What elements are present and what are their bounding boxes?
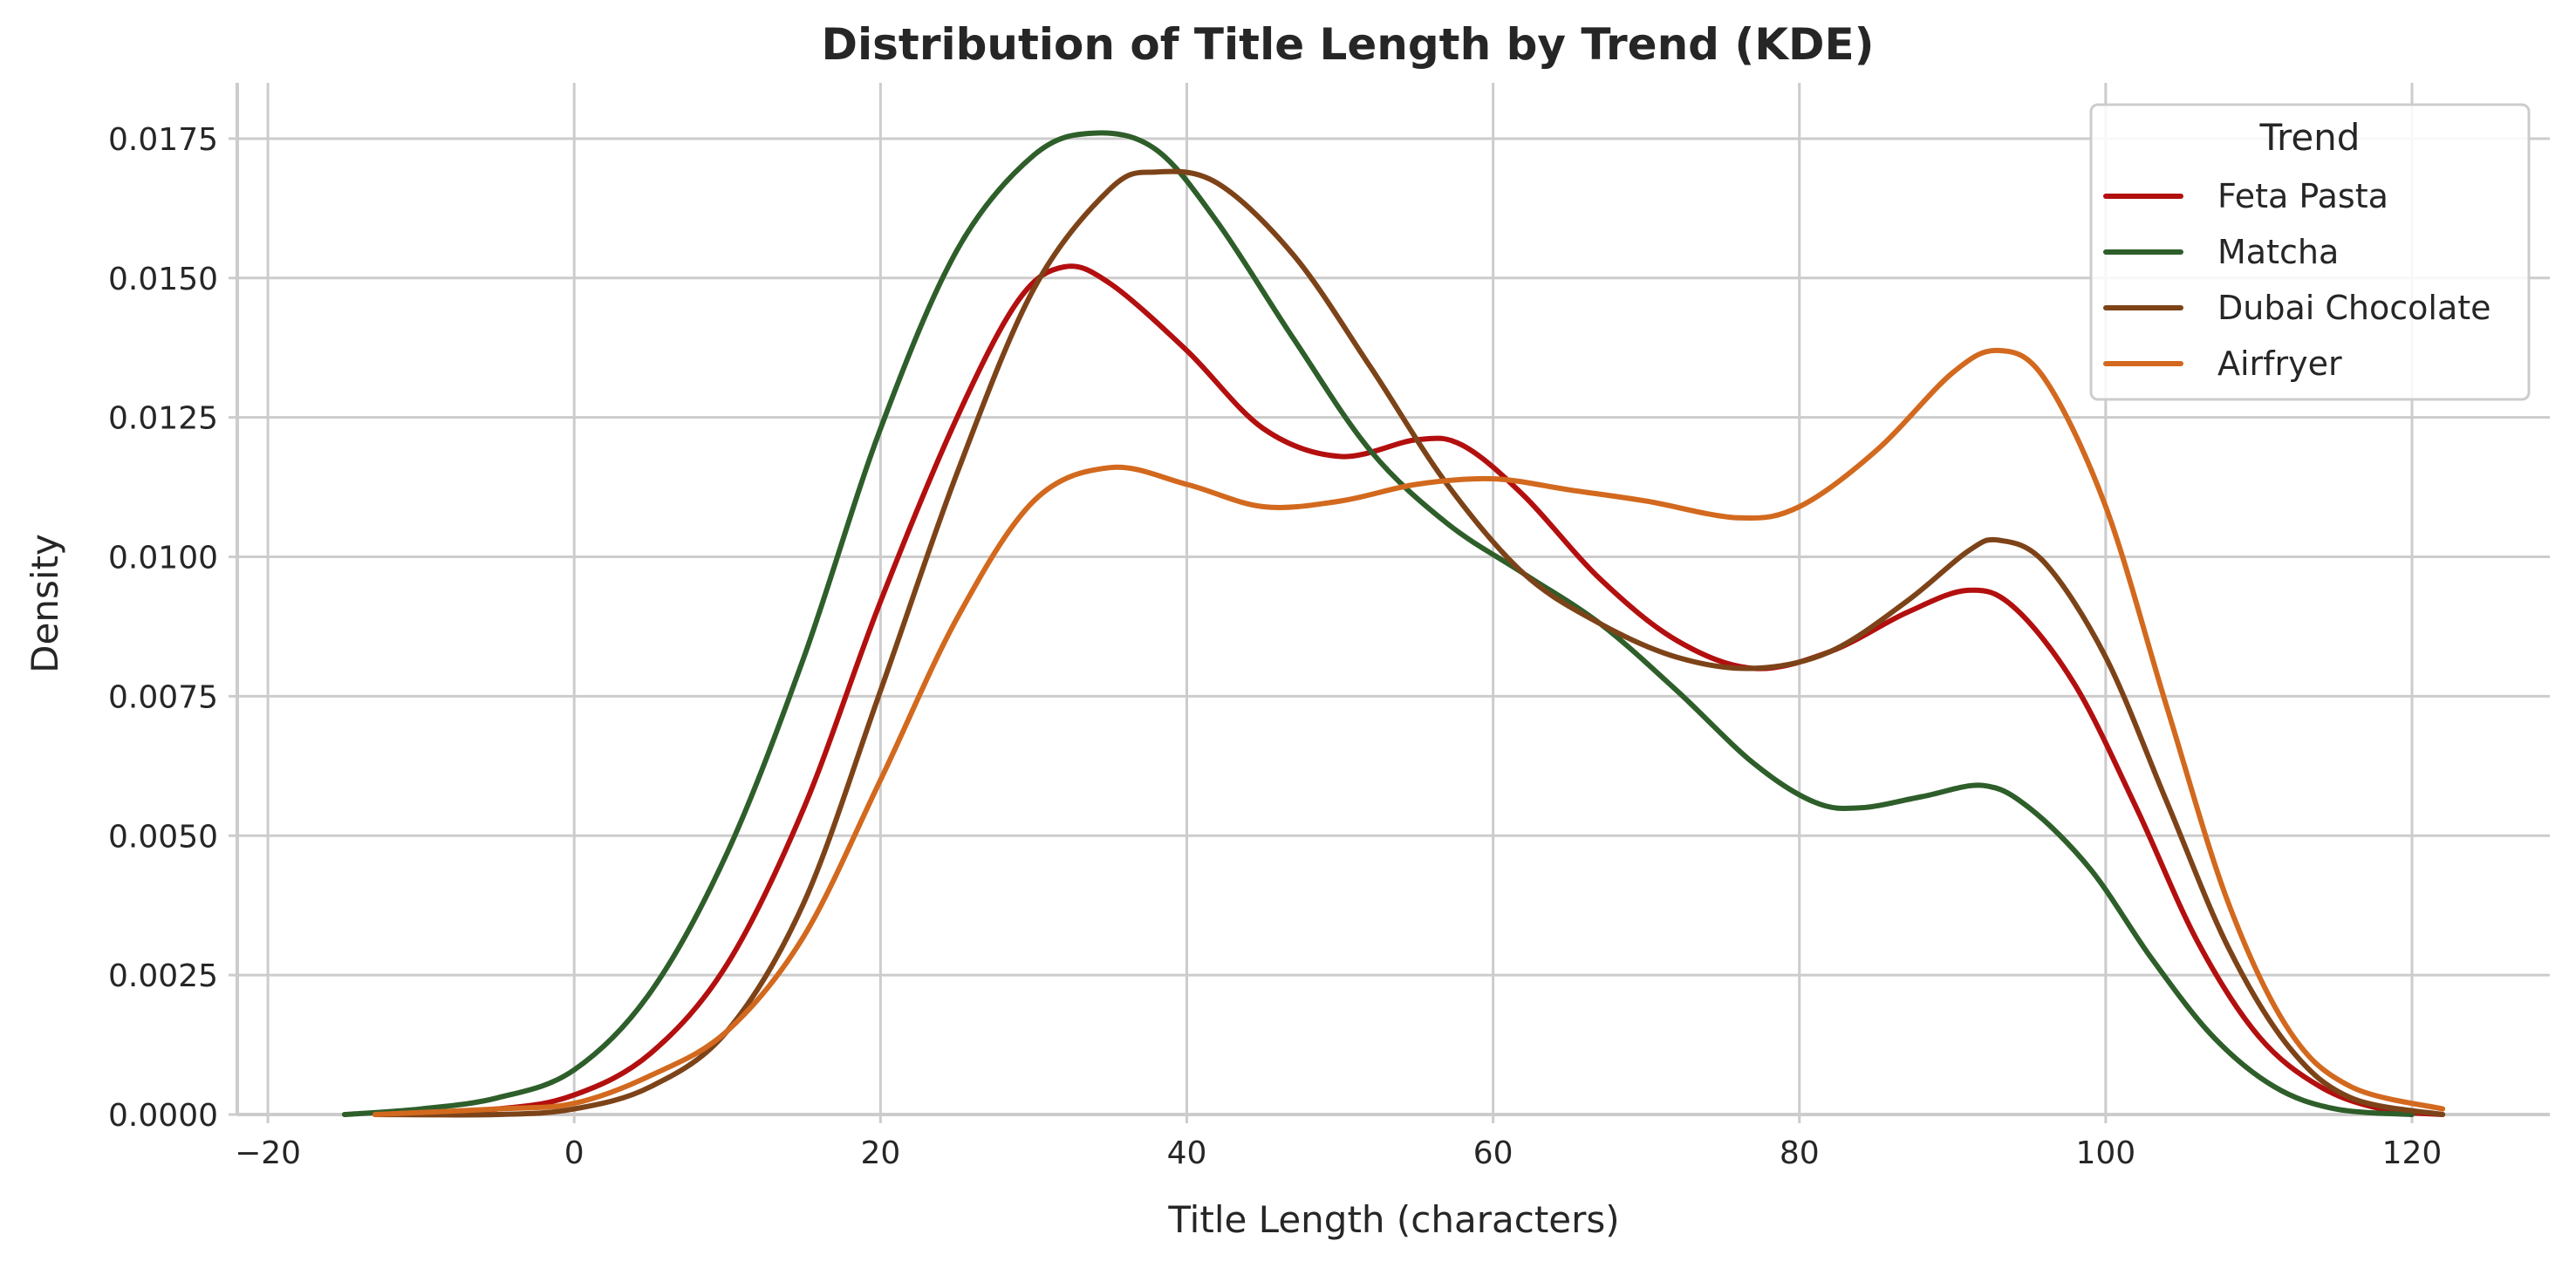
y-tick-label: 0.0125 <box>108 401 218 437</box>
legend-label-airfryer: Airfryer <box>2217 344 2342 383</box>
y-tick-label: 0.0050 <box>108 819 218 855</box>
series-line-matcha <box>341 130 2415 1117</box>
legend-entries: Feta Pasta Matcha Dubai Chocolate Airfryer <box>2103 177 2491 383</box>
x-tick-label: 20 <box>860 1135 900 1171</box>
legend-box <box>2089 103 2531 401</box>
legend-label-matcha: Matcha <box>2217 233 2339 271</box>
series-line-airfryer <box>372 347 2446 1117</box>
series-lines <box>341 130 2446 1118</box>
axis-spines <box>236 83 2550 1116</box>
series-line-dubai-chocolate <box>372 168 2446 1118</box>
legend-label-dubai-chocolate: Dubai Chocolate <box>2217 289 2491 327</box>
x-axis-label: Title Length (characters) <box>1167 1198 1619 1241</box>
legend: Trend Feta Pasta Matcha Dubai Chocolate Air… <box>2089 103 2531 401</box>
x-tick-labels: −20 0 20 40 60 80 100 120 <box>235 1115 2442 1171</box>
y-tick-label: 0.0175 <box>108 122 218 158</box>
y-tick-label: 0.0025 <box>108 958 218 994</box>
y-axis-label: Density <box>24 534 66 673</box>
x-tick-label: 0 <box>564 1135 584 1171</box>
series-line-feta-pasta <box>372 263 2446 1117</box>
y-tick-label: 0.0000 <box>108 1098 218 1134</box>
legend-label-feta-pasta: Feta Pasta <box>2217 177 2388 215</box>
x-tick-label: 40 <box>1167 1135 1207 1171</box>
y-tick-label: 0.0075 <box>108 679 218 715</box>
x-tick-label: 60 <box>1473 1135 1513 1171</box>
x-tick-label: 120 <box>2382 1135 2443 1171</box>
y-tick-label: 0.0100 <box>108 541 218 576</box>
x-tick-label: −20 <box>235 1135 301 1171</box>
x-tick-label: 80 <box>1780 1135 1820 1171</box>
y-tick-label: 0.0150 <box>108 262 218 297</box>
legend-title: Trend <box>2259 116 2361 159</box>
x-tick-label: 100 <box>2076 1135 2136 1171</box>
y-tick-labels: 0.0000 0.0025 0.0050 0.0075 0.0100 0.0125 0.01… <box>108 122 237 1134</box>
chart-title: Distribution of Title Length by Trend (K… <box>822 19 1875 70</box>
